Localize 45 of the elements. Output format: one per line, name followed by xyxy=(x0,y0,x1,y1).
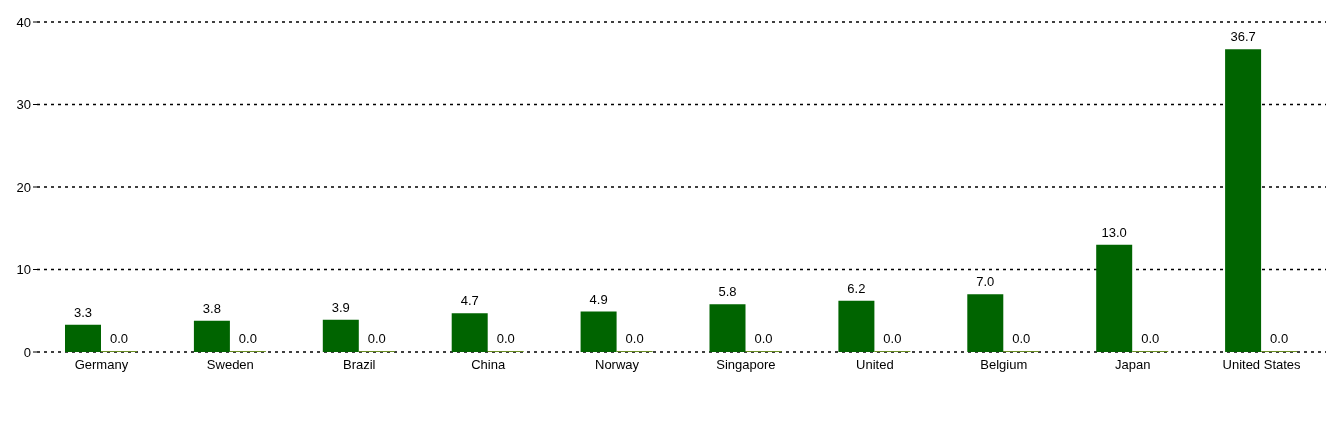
x-tick-label: Singapore xyxy=(716,357,776,373)
bar xyxy=(322,319,359,352)
data-label: 0.0 xyxy=(1141,331,1160,346)
x-tick-label: China xyxy=(471,357,506,373)
data-label: 0.0 xyxy=(1270,331,1289,346)
x-tick-label: Norway xyxy=(595,357,640,373)
data-label: 13.0 xyxy=(1101,224,1127,240)
y-tick-label: 10 xyxy=(16,262,31,278)
bar xyxy=(709,304,746,352)
data-label: 0.0 xyxy=(754,331,773,346)
data-label: 0.0 xyxy=(496,331,515,346)
bar xyxy=(451,313,488,352)
data-label: 0.0 xyxy=(1012,331,1031,346)
x-tick-label: Sweden xyxy=(206,357,254,373)
data-label: 0.0 xyxy=(883,331,902,346)
x-tick-label: United States xyxy=(1222,357,1302,373)
y-tick-label: 20 xyxy=(16,179,31,195)
bar xyxy=(1096,244,1133,352)
data-label: 0.0 xyxy=(625,331,644,346)
data-label: 3.9 xyxy=(331,299,350,315)
x-tick-label: Belgium xyxy=(980,357,1028,373)
bar xyxy=(1225,49,1262,352)
data-label: 0.0 xyxy=(238,331,257,346)
data-label: 7.0 xyxy=(976,274,995,290)
y-tick-label: 40 xyxy=(16,14,31,30)
bar xyxy=(580,311,617,352)
y-tick-label: 0 xyxy=(23,344,31,360)
data-label: 0.0 xyxy=(109,331,129,346)
x-tick-label: Brazil xyxy=(342,357,376,373)
bar xyxy=(65,324,101,352)
data-label: 6.2 xyxy=(847,280,866,296)
y-tick-label: 30 xyxy=(16,97,31,113)
data-label: 0.0 xyxy=(367,331,386,346)
x-tick-label: Germany xyxy=(74,357,129,373)
data-label: 3.8 xyxy=(202,300,221,316)
data-label: 4.9 xyxy=(589,291,608,307)
bar xyxy=(838,300,875,352)
data-label: 3.3 xyxy=(73,304,93,320)
data-label: 4.7 xyxy=(460,293,479,309)
data-label: 36.7 xyxy=(1230,29,1256,45)
bar xyxy=(193,320,230,352)
x-tick-label: United xyxy=(856,357,894,373)
bar xyxy=(967,294,1004,352)
x-tick-label: Japan xyxy=(1114,357,1151,373)
data-label: 5.8 xyxy=(718,284,737,300)
